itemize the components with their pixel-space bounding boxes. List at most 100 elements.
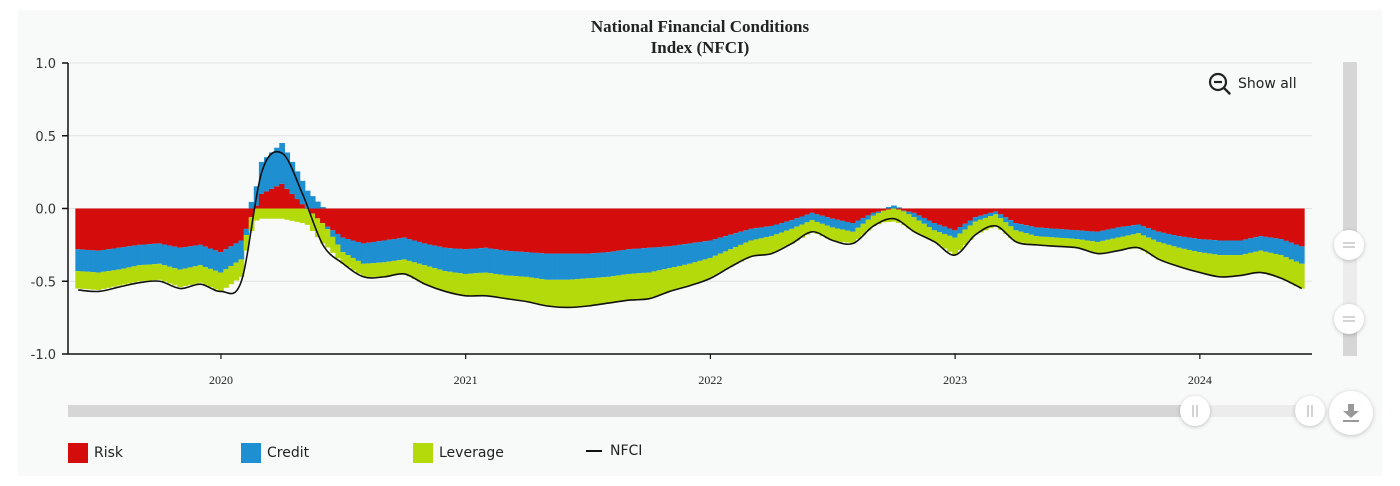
bar-credit: [437, 246, 444, 270]
vertical-range-handle-top[interactable]: [1334, 230, 1364, 260]
bar-leverage: [580, 278, 586, 307]
bar-risk: [916, 208, 923, 216]
bar-leverage: [141, 264, 148, 281]
chart-title: National Financial Conditions Index (NFC…: [0, 16, 1400, 58]
bar-leverage: [671, 267, 678, 290]
bar-risk: [401, 208, 408, 238]
bar-risk: [263, 191, 270, 209]
bar-credit: [982, 214, 989, 218]
bar-leverage: [381, 262, 387, 277]
bar-risk: [269, 188, 275, 209]
horizontal-scrollbar-selection[interactable]: [1195, 405, 1312, 417]
bar-leverage: [1283, 257, 1290, 281]
horizontal-scrollbar-track[interactable]: [68, 405, 1312, 417]
legend-item-credit[interactable]: Credit: [241, 443, 309, 463]
bar-credit: [90, 250, 97, 273]
bar-risk: [309, 208, 316, 214]
bar-credit: [829, 218, 836, 228]
bar-credit: [304, 190, 311, 209]
bar-credit: [207, 248, 214, 269]
bar-leverage: [646, 272, 653, 299]
bar-credit: [1095, 231, 1101, 242]
bar-credit: [1120, 226, 1127, 237]
legend-item-leverage[interactable]: Leverage: [413, 443, 504, 463]
bar-leverage: [330, 236, 336, 253]
bar-risk: [350, 208, 357, 241]
bar-risk: [75, 208, 82, 250]
bar-leverage: [1258, 250, 1264, 273]
legend-item-risk[interactable]: Risk: [68, 443, 123, 463]
horizontal-range-handle-left[interactable]: [1180, 396, 1210, 426]
bar-leverage: [422, 265, 428, 285]
bar-risk: [539, 208, 545, 254]
legend-item-nfci[interactable]: NFCI: [586, 443, 642, 459]
bar-credit: [371, 241, 377, 264]
bar-risk: [437, 208, 444, 247]
download-button[interactable]: [1329, 391, 1373, 435]
bar-risk: [427, 208, 433, 245]
bar-risk: [926, 208, 933, 221]
bar-leverage: [733, 247, 739, 265]
bar-credit: [330, 230, 336, 237]
bar-credit: [942, 226, 948, 234]
bar-risk: [462, 208, 469, 250]
grip-horizontal-icon: [1343, 242, 1355, 248]
bar-credit: [585, 253, 591, 279]
bar-leverage: [274, 208, 280, 219]
bar-leverage: [1028, 234, 1035, 245]
bar-leverage: [100, 271, 107, 289]
show-all-button[interactable]: Show all: [1208, 72, 1297, 96]
vertical-range-handle-bottom[interactable]: [1334, 304, 1364, 334]
bar-leverage: [763, 237, 770, 255]
bar-risk: [748, 208, 755, 229]
bar-leverage: [75, 271, 82, 289]
bar-risk: [987, 208, 994, 213]
vertical-scrollbar-selection[interactable]: [1343, 245, 1357, 319]
bar-risk: [880, 208, 887, 211]
bar-credit: [325, 226, 331, 230]
bar-credit: [457, 248, 464, 274]
bar-risk: [1202, 208, 1208, 240]
bar-leverage: [162, 265, 168, 282]
bar-credit: [197, 244, 204, 266]
bar-leverage: [478, 272, 484, 296]
bar-risk: [1273, 208, 1280, 239]
bar-credit: [972, 217, 979, 222]
bar-leverage: [1278, 255, 1285, 279]
bar-credit: [1135, 224, 1142, 234]
bar-credit: [162, 244, 168, 266]
bar-leverage: [1115, 237, 1122, 251]
bar-risk: [121, 208, 127, 248]
bar-leverage: [891, 208, 897, 222]
bar-risk: [758, 208, 765, 228]
bar-leverage: [585, 278, 591, 306]
horizontal-range-handle-right[interactable]: [1295, 396, 1325, 426]
bar-credit: [529, 252, 535, 278]
bar-risk: [574, 208, 581, 254]
bar-credit: [921, 217, 928, 224]
bar-credit: [835, 219, 841, 229]
bar-leverage: [345, 255, 352, 268]
bar-risk: [1176, 208, 1183, 237]
nfci-line-layer: [78, 150, 1303, 309]
bar-risk: [391, 208, 398, 240]
bar-leverage: [401, 259, 408, 274]
bar-risk: [957, 208, 964, 228]
bar-risk: [789, 208, 795, 221]
bar-credit: [1074, 230, 1081, 240]
bar-credit: [1298, 246, 1305, 264]
bar-risk: [355, 208, 362, 242]
bar-credit: [947, 228, 953, 236]
bar-leverage: [809, 220, 816, 232]
bar-credit: [1217, 240, 1224, 256]
bar-risk: [156, 208, 163, 244]
bar-credit: [1151, 229, 1157, 240]
bar-credit: [539, 253, 545, 280]
bar-credit: [350, 240, 357, 258]
bar-risk: [314, 208, 321, 219]
bar-credit: [340, 237, 347, 253]
bar-leverage: [279, 208, 285, 219]
bar-credit: [682, 244, 688, 265]
bar-risk: [1008, 208, 1015, 221]
bar-leverage: [1069, 238, 1076, 248]
